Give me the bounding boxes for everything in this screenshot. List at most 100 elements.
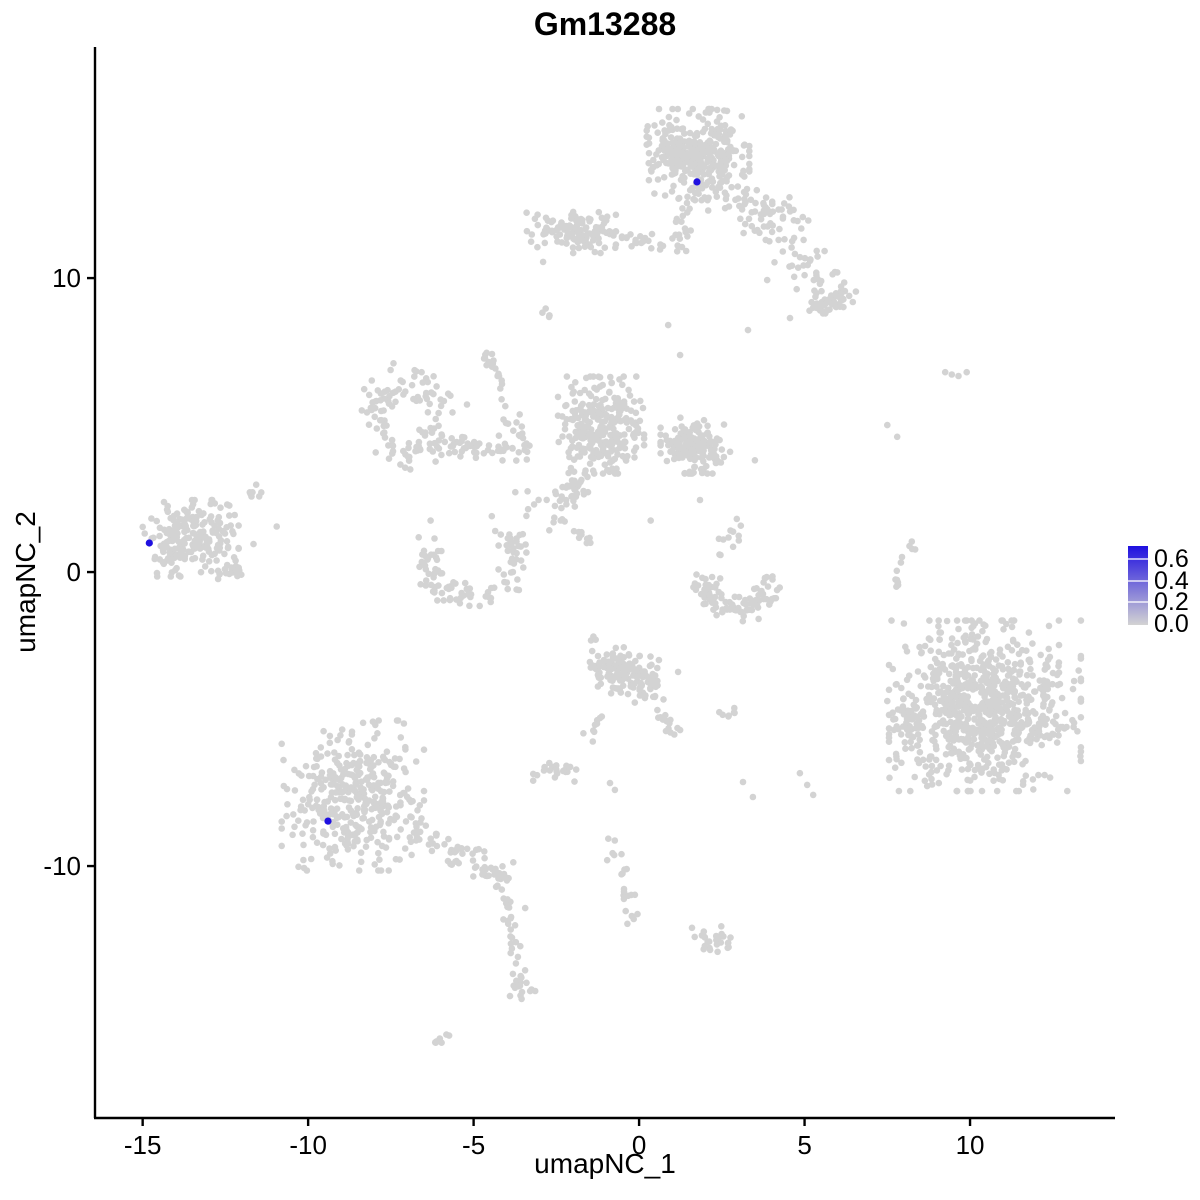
cell-point — [356, 757, 364, 765]
cell-point — [996, 650, 1004, 658]
cell-point — [214, 575, 222, 583]
cell-point — [1053, 671, 1061, 679]
cell-point — [988, 747, 995, 755]
cell-point — [932, 742, 940, 750]
cell-point — [216, 570, 223, 577]
cell-point — [360, 814, 368, 822]
x-tick-label: 0 — [632, 1130, 646, 1160]
cell-point — [465, 442, 473, 450]
cell-point — [601, 461, 609, 469]
cell-point — [763, 276, 771, 284]
cell-point — [747, 196, 755, 204]
cell-point — [405, 457, 413, 465]
cell-point — [665, 150, 672, 157]
cell-point — [776, 225, 783, 233]
cell-point — [196, 538, 203, 546]
cell-point — [357, 849, 365, 856]
cell-point — [980, 652, 987, 659]
cell-point — [165, 537, 173, 545]
cell-point — [1016, 668, 1024, 675]
cell-point — [480, 450, 488, 457]
cell-point — [235, 545, 242, 552]
cell-point — [283, 785, 291, 793]
cell-point — [674, 668, 682, 676]
cell-point — [903, 719, 910, 726]
cell-point — [671, 169, 679, 177]
cell-point — [614, 451, 621, 458]
cell-point — [954, 687, 961, 695]
cell-point — [891, 764, 899, 771]
cell-point — [602, 395, 609, 403]
cell-point — [605, 441, 612, 448]
cell-point — [630, 915, 637, 923]
cell-point — [170, 516, 177, 524]
legend-label: 0.4 — [1154, 567, 1189, 595]
cell-point — [1048, 701, 1055, 709]
cell-point — [813, 269, 820, 277]
cell-point — [973, 640, 981, 647]
cell-point — [345, 762, 352, 769]
cell-point — [683, 199, 691, 207]
cell-point — [591, 721, 599, 729]
cell-point — [385, 836, 393, 843]
cell-point — [608, 379, 615, 387]
cell-point — [298, 772, 305, 779]
cell-point — [559, 483, 566, 491]
cell-point — [397, 461, 404, 468]
cell-point — [383, 808, 391, 816]
cell-point — [320, 828, 327, 835]
cell-point — [940, 727, 947, 735]
cell-point — [365, 391, 373, 399]
cell-point — [424, 409, 432, 416]
cell-point — [986, 662, 993, 670]
legend-tick-mark — [1128, 580, 1148, 582]
cell-point — [153, 517, 160, 525]
cell-point — [579, 435, 587, 442]
x-axis-label: umapNC_1 — [534, 1148, 676, 1179]
cell-point — [338, 726, 346, 733]
cell-point — [644, 123, 651, 130]
cell-point — [893, 433, 901, 441]
cell-point — [495, 542, 502, 549]
cell-point — [800, 236, 807, 244]
cell-point — [1022, 684, 1029, 691]
cell-point — [438, 570, 446, 577]
cell-point — [621, 431, 628, 438]
cell-point — [696, 496, 704, 504]
cell-point — [488, 350, 496, 358]
cell-point — [338, 835, 345, 843]
cell-point — [569, 249, 577, 257]
cell-point — [975, 747, 982, 755]
cell-point — [678, 243, 686, 251]
cell-point — [448, 861, 456, 868]
cell-point — [273, 523, 281, 530]
cell-point — [966, 707, 973, 715]
cell-point — [580, 730, 587, 737]
cell-point — [546, 759, 553, 767]
cell-point — [949, 702, 957, 709]
cell-point — [590, 455, 597, 462]
cell-point — [898, 759, 905, 767]
cell-point — [167, 573, 175, 580]
cell-point — [809, 791, 817, 799]
cell-point — [760, 199, 767, 207]
cell-point — [720, 933, 727, 940]
cell-point — [587, 392, 595, 400]
cell-point — [617, 399, 625, 407]
cell-point — [153, 573, 161, 580]
cell-point — [606, 779, 614, 787]
cell-point — [309, 827, 317, 834]
cell-point — [627, 682, 635, 690]
cell-point — [794, 217, 801, 225]
cell-point — [1043, 715, 1050, 723]
cell-point — [151, 555, 158, 563]
cell-point — [488, 512, 496, 520]
cell-point — [1018, 646, 1026, 654]
cell-point — [510, 545, 517, 552]
cell-point — [463, 585, 471, 593]
cell-point — [587, 243, 595, 251]
cell-point — [208, 567, 215, 575]
cell-point — [655, 105, 663, 113]
cell-point — [984, 737, 992, 745]
cell-point — [301, 807, 309, 814]
